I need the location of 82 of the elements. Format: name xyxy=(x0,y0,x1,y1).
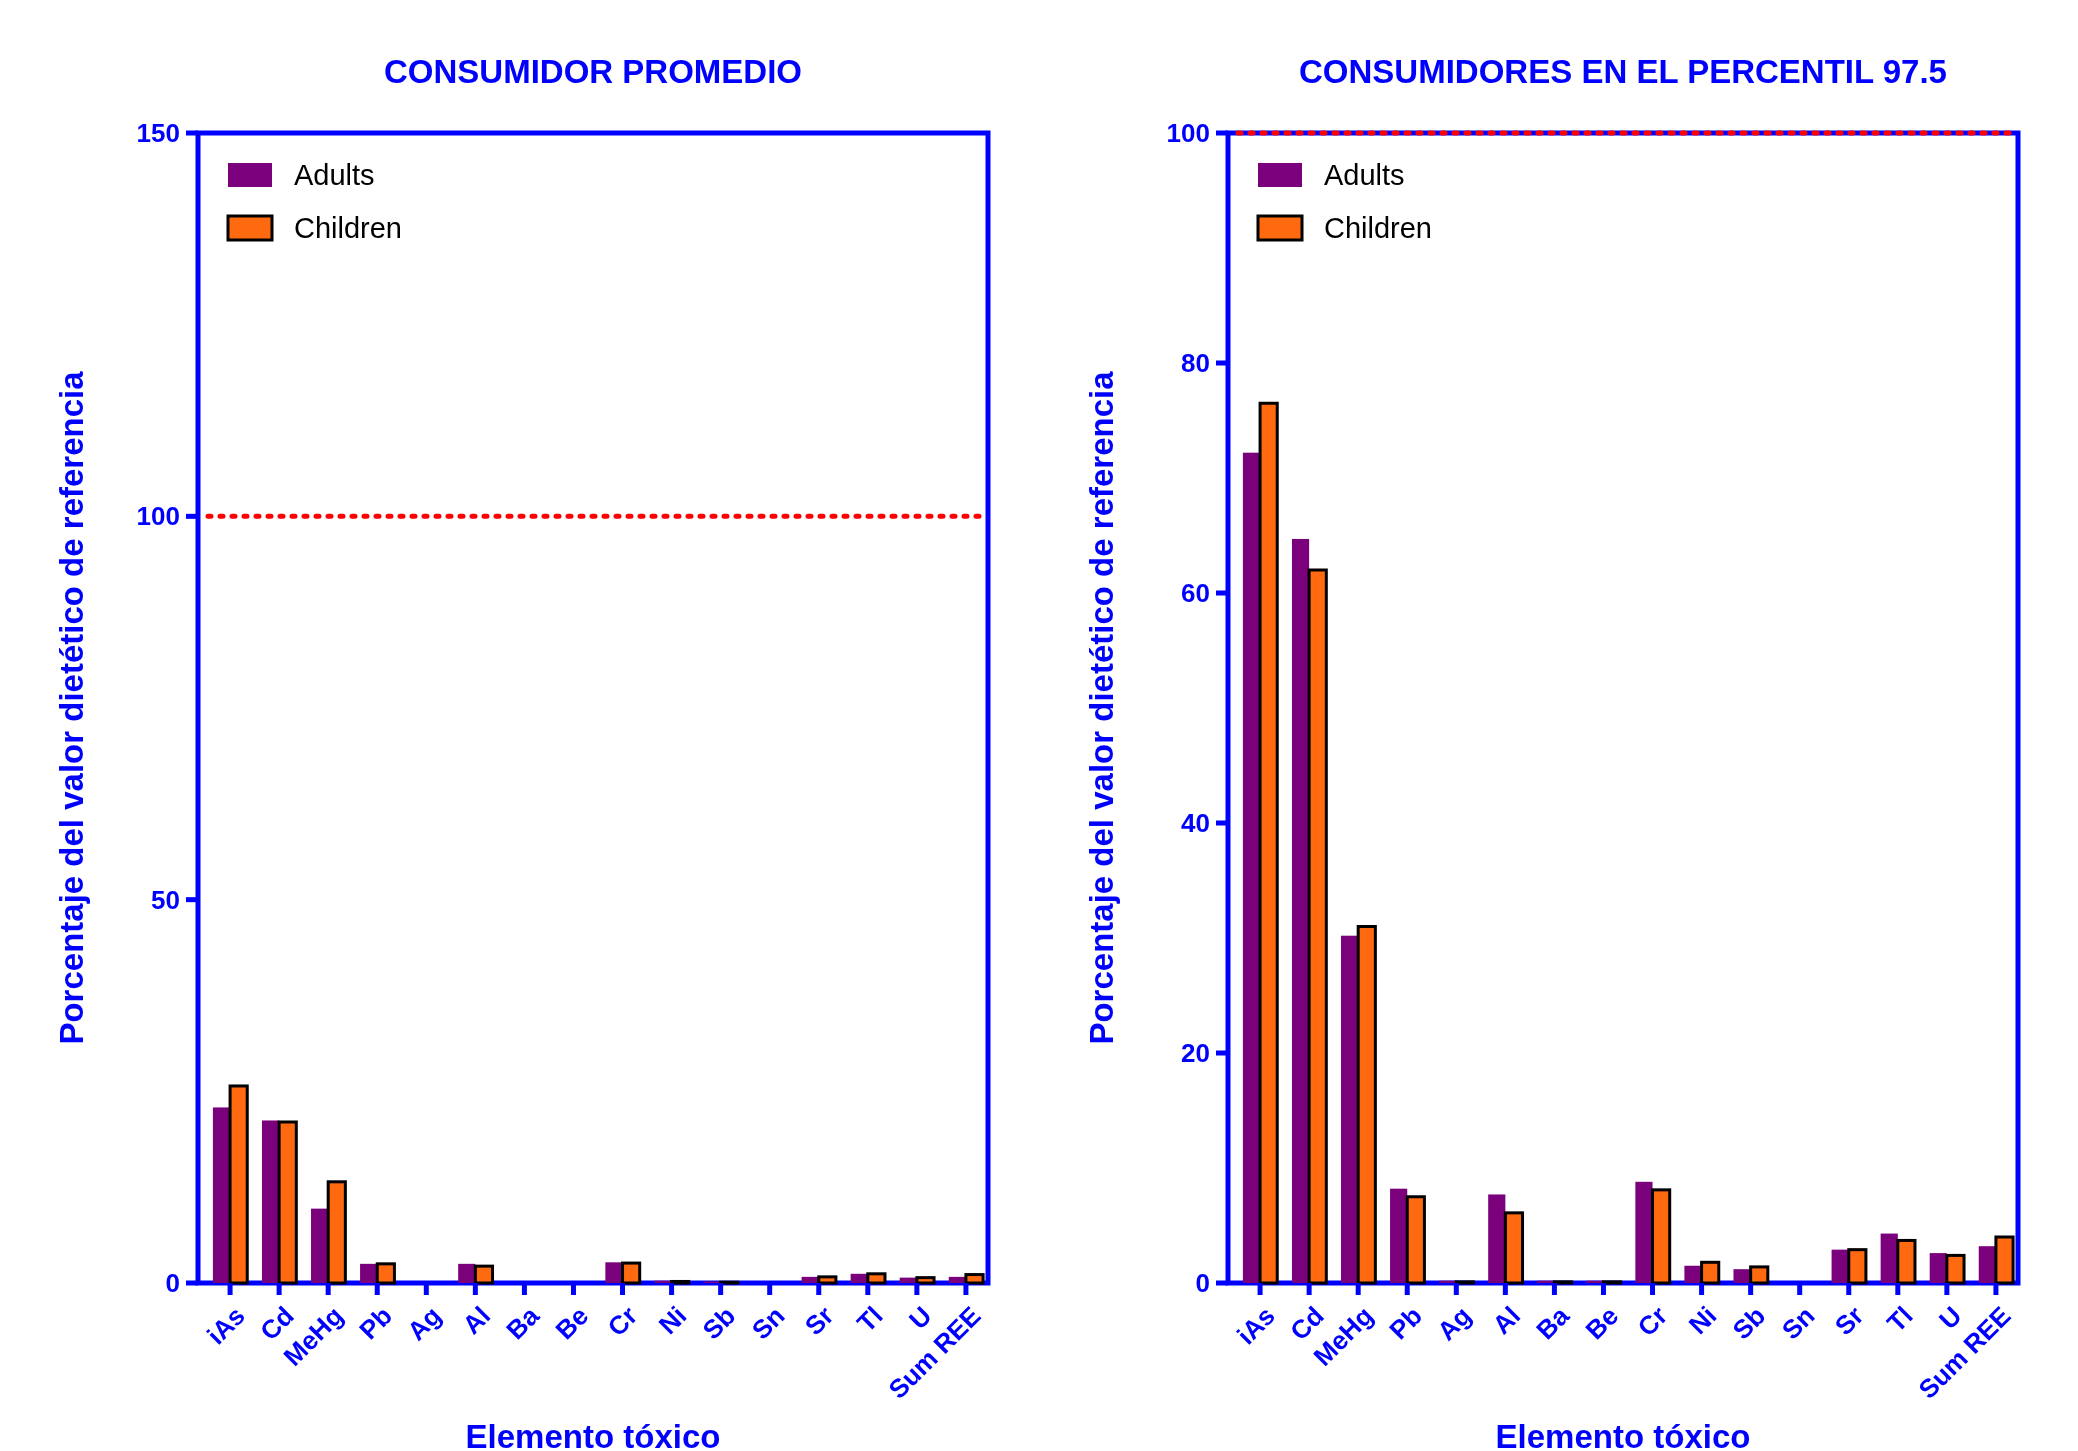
x-tick-label: Ni xyxy=(652,1300,693,1341)
y-tick-label: 0 xyxy=(1195,1268,1210,1299)
chart-title: CONSUMIDORES EN EL PERCENTIL 97.5 xyxy=(1299,53,1947,90)
bar xyxy=(1635,1181,1653,1283)
x-tick-label: U xyxy=(1933,1300,1968,1335)
x-axis-title: Elemento tóxico xyxy=(1495,1418,1751,1451)
x-tick-label: Be xyxy=(1579,1300,1625,1346)
bar xyxy=(1733,1269,1751,1283)
bar xyxy=(1258,401,1279,1285)
bar xyxy=(473,1264,495,1285)
bar xyxy=(1684,1265,1702,1283)
bar xyxy=(228,1084,249,1285)
bar xyxy=(1307,568,1328,1285)
x-tick-label: Ba xyxy=(1530,1300,1576,1346)
x-tick-label: iAs xyxy=(1230,1300,1281,1351)
legend-label: Adults xyxy=(294,159,375,192)
bar xyxy=(621,1261,642,1285)
bar xyxy=(1341,935,1359,1283)
x-tick-label: Sn xyxy=(745,1300,791,1346)
x-tick-label: Ni xyxy=(1682,1300,1723,1341)
x-tick-label: U xyxy=(903,1300,938,1335)
bar xyxy=(1291,538,1310,1283)
x-tick-label: Sb xyxy=(1726,1300,1772,1346)
bar xyxy=(1405,1195,1426,1285)
x-tick-label: Ag xyxy=(1431,1300,1477,1347)
bar xyxy=(1896,1238,1917,1285)
bar xyxy=(360,1263,378,1283)
bar xyxy=(1749,1265,1770,1285)
bar xyxy=(1503,1211,1525,1285)
bar xyxy=(1945,1253,1966,1285)
chart-title: CONSUMIDOR PROMEDIO xyxy=(383,53,803,90)
bar xyxy=(326,1180,347,1285)
bar xyxy=(311,1208,329,1283)
x-tick-label: Cr xyxy=(1631,1300,1674,1343)
x-tick-label: Sn xyxy=(1775,1300,1821,1346)
x-tick-label: Sr xyxy=(1828,1300,1870,1342)
x-tick-label: Pb xyxy=(1383,1300,1428,1346)
y-tick-label: 100 xyxy=(1166,118,1210,149)
x-tick-label: Ba xyxy=(500,1300,546,1346)
legend-label: Children xyxy=(294,212,402,245)
y-axis-title: Porcentaje del valor dietético de referencia xyxy=(53,370,90,1045)
bar xyxy=(605,1262,623,1283)
x-tick-label: Al xyxy=(1486,1300,1527,1341)
bar xyxy=(212,1107,231,1283)
x-tick-label: Tl xyxy=(850,1300,889,1339)
x-tick-label: iAs xyxy=(200,1300,251,1351)
x-tick-label: Ag xyxy=(401,1300,447,1347)
bar xyxy=(1356,925,1377,1285)
legend-label: Adults xyxy=(1324,159,1405,192)
y-tick-label: 60 xyxy=(1181,578,1210,609)
bar xyxy=(1390,1188,1408,1283)
bar xyxy=(1242,452,1261,1283)
x-axis-title: Elemento tóxico xyxy=(465,1418,721,1451)
bar xyxy=(817,1275,838,1285)
bar xyxy=(375,1262,396,1285)
y-tick-label: 80 xyxy=(1181,348,1210,379)
x-tick-label: Sr xyxy=(798,1300,840,1342)
y-tick-label: 150 xyxy=(136,118,180,149)
legend-label: Children xyxy=(1324,212,1432,245)
bar xyxy=(1700,1260,1721,1285)
bar xyxy=(458,1263,476,1283)
bar xyxy=(277,1120,298,1285)
bar xyxy=(1488,1194,1506,1283)
y-tick-label: 0 xyxy=(165,1268,180,1299)
bar xyxy=(964,1273,985,1285)
bar xyxy=(915,1276,936,1285)
x-tick-label: Tl xyxy=(1880,1300,1919,1339)
bar xyxy=(261,1120,280,1283)
bar xyxy=(1651,1188,1672,1285)
x-tick-label: Pb xyxy=(353,1300,398,1346)
y-tick-label: 40 xyxy=(1181,808,1210,839)
x-tick-label: Al xyxy=(456,1300,497,1341)
x-tick-label: Be xyxy=(549,1300,595,1346)
y-axis-title: Porcentaje del valor dietético de referencia xyxy=(1083,370,1120,1045)
x-tick-label: Cr xyxy=(601,1300,644,1343)
x-tick-label: Sb xyxy=(696,1300,742,1346)
y-tick-label: 50 xyxy=(151,884,180,915)
y-tick-label: 20 xyxy=(1181,1038,1210,1069)
bar xyxy=(1847,1248,1868,1285)
bar xyxy=(866,1272,887,1285)
bar xyxy=(1994,1235,2015,1285)
y-tick-label: 100 xyxy=(136,501,180,532)
